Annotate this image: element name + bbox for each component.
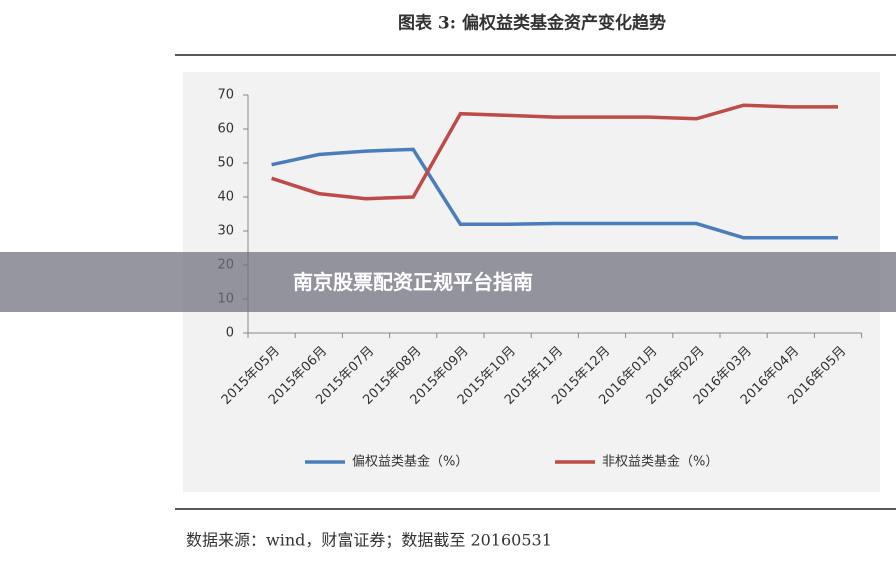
y-tick-label: 0 (226, 326, 234, 341)
series-line (271, 147, 838, 240)
legend-label: 非权益类基金（%） (602, 454, 718, 470)
series-line (271, 103, 838, 201)
y-tick-label: 70 (217, 88, 234, 103)
y-tick-label: 60 (217, 122, 234, 137)
source-note: 数据来源：wind，财富证券；数据截至 20160531 (186, 531, 552, 550)
banner: 南京股票配资正规平台指南 (0, 252, 896, 312)
chart-title: 图表 3: 偏权益类基金资产变化趋势 (398, 13, 666, 34)
y-tick-label: 30 (217, 224, 234, 239)
y-tick-label: 40 (217, 190, 234, 205)
legend-label: 偏权益类基金（%） (352, 454, 468, 470)
y-tick-label: 50 (217, 156, 234, 171)
